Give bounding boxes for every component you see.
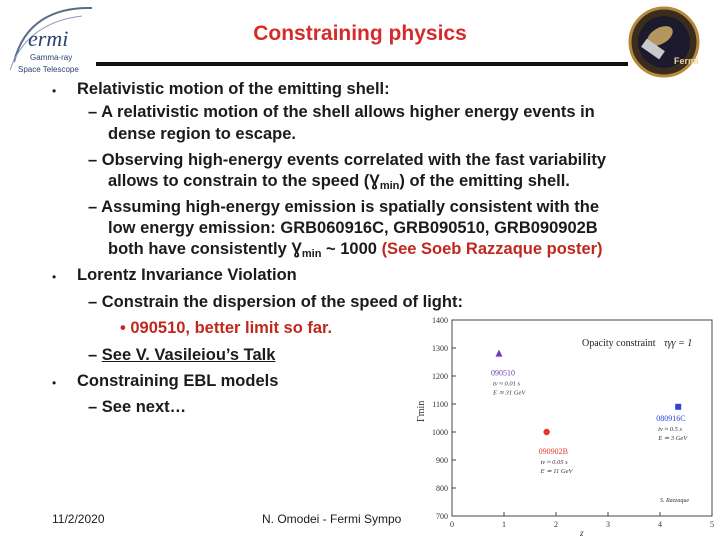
sub-sub-bullet-line: • 090510, better limit so far.	[120, 319, 333, 337]
x-tick-label: 1	[502, 520, 506, 529]
slide-title: Constraining physics	[253, 22, 467, 45]
text-run: both have consistently	[108, 240, 292, 258]
svg-text:ermi: ermi	[28, 26, 68, 51]
y-tick-label: 1200	[432, 372, 448, 381]
point-detail: tv ≈ 0.5 s	[658, 426, 682, 433]
x-axis-label: z	[579, 528, 584, 538]
x-tick-label: 5	[710, 520, 714, 529]
sub-bullet-line: dense region to escape.	[108, 125, 296, 143]
gamma-symbol: Ɣ	[369, 172, 380, 190]
sub-bullet-line: low energy emission: GRB060916C, GRB0905…	[108, 219, 598, 237]
sub-bullet-line: both have consistently Ɣmin ~ 1000 (See …	[108, 240, 603, 260]
sub-bullet-line: – A relativistic motion of the shell all…	[88, 103, 595, 121]
bullet-marker: •	[52, 84, 57, 98]
text-run: allows to constrain to the speed (	[108, 172, 370, 190]
x-tick-label: 3	[606, 520, 610, 529]
sub-bullet-line: – See next…	[88, 398, 187, 416]
subscript-min: min	[301, 248, 322, 260]
text-run: ~ 1000	[321, 240, 382, 258]
sub-bullet-line: – See V. Vasileiou’s Talk	[88, 346, 275, 365]
point-detail: E ≃ 31 GeV	[492, 390, 526, 397]
gamma-symbol: Ɣ	[291, 240, 302, 258]
y-tick-label: 800	[436, 484, 448, 493]
poster-reference: (See Soeb Razzaque poster)	[381, 240, 603, 258]
x-tick-label: 0	[450, 520, 454, 529]
chart-credit: S. Razzaque	[660, 498, 689, 504]
bullet-relativistic-motion: Relativistic motion of the emitting shel…	[77, 80, 390, 98]
x-tick-label: 4	[658, 520, 662, 529]
sub-bullet-line: – Assuming high-energy emission is spati…	[88, 198, 600, 216]
x-tick-label: 2	[554, 520, 558, 529]
text-run: ) of the emitting shell.	[399, 172, 570, 190]
bullet-marker: •	[52, 270, 57, 284]
footer-date: 11/2/2020	[52, 512, 105, 526]
y-tick-label: 1300	[432, 344, 448, 353]
title-divider	[96, 62, 628, 66]
sub-bullet-line: allows to constrain to the speed (Ɣmin) …	[108, 172, 570, 192]
data-point-circle	[543, 428, 550, 436]
fermi-logo: ermi Gamma-ray Space Telescope	[9, 6, 93, 74]
y-axis-label: Γmin	[416, 401, 427, 422]
y-tick-label: 1100	[432, 400, 448, 409]
point-detail: E ≃ 3 GeV	[657, 435, 688, 442]
svg-text:Gamma-ray: Gamma-ray	[30, 53, 72, 62]
svg-text:Fermi: Fermi	[674, 56, 699, 66]
y-tick-label: 900	[436, 456, 448, 465]
point-label: 090510	[491, 369, 515, 378]
bullet-ebl-models: Constraining EBL models	[77, 372, 279, 390]
point-detail: tv ≈ 0.01 s	[493, 381, 521, 388]
data-point-square	[675, 403, 682, 410]
point-label: 090902B	[539, 447, 568, 456]
opacity-constraint-chart: 700 800 900 1000 1100 1200 1300 1400 0 1 2 3 4 5 Γmi…	[402, 312, 720, 540]
data-point-triangle	[495, 349, 503, 357]
plot-frame	[451, 319, 713, 517]
point-label: 080916C	[656, 414, 685, 423]
bullet-lorentz-invariance: Lorentz Invariance Violation	[77, 266, 297, 284]
point-detail: E ≃ 11 GeV	[540, 468, 574, 475]
mission-patch-logo: Fermi	[628, 6, 700, 78]
svg-text:Space Telescope: Space Telescope	[18, 65, 79, 74]
point-detail: tv ≈ 0.05 s	[541, 459, 569, 466]
talk-link[interactable]: See V. Vasileiou’s Talk	[101, 346, 276, 364]
chart-title: Opacity constraint	[582, 338, 656, 349]
y-tick-label: 1000	[432, 428, 448, 437]
bullet-marker: •	[52, 376, 57, 390]
y-tick-label: 1400	[432, 316, 448, 325]
footer-text: N. Omodei - Fermi Sympo	[262, 512, 402, 526]
dash: –	[88, 346, 102, 364]
y-tick-label: 700	[436, 512, 448, 521]
subscript-min: min	[379, 180, 400, 192]
chart-title-formula: τγγ = 1	[664, 338, 692, 349]
sub-bullet-line: – Constrain the dispersion of the speed …	[88, 293, 463, 311]
sub-bullet-line: – Observing high-energy events correlate…	[88, 151, 607, 169]
